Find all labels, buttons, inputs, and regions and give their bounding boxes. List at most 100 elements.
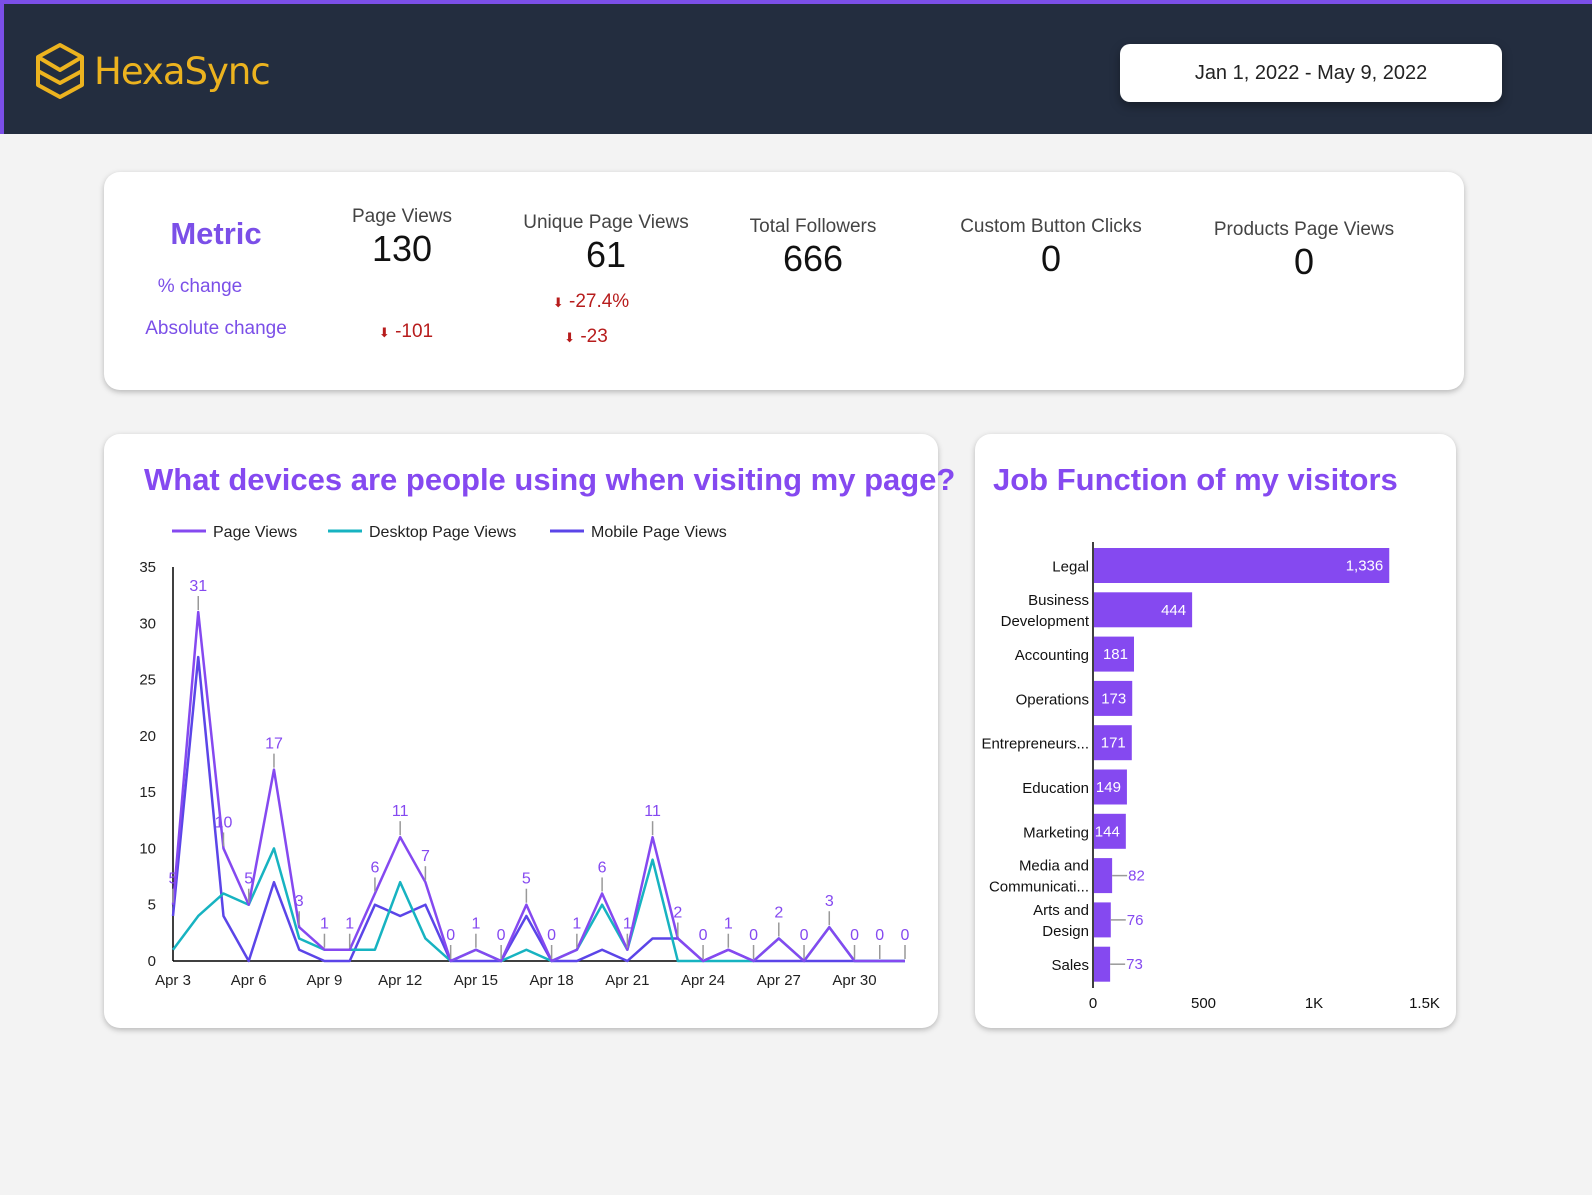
data-label: 3 xyxy=(295,893,304,910)
data-label: 2 xyxy=(673,904,682,921)
category-label: Marketing xyxy=(1023,824,1089,841)
y-tick-label: 5 xyxy=(148,897,156,914)
data-label: 0 xyxy=(699,927,708,944)
x-tick-label: 1.5K xyxy=(1409,995,1440,1012)
job-function-chart-card: Job Function of my visitors Legal 1,336 Bu… xyxy=(975,434,1456,1028)
metric-value: 0 xyxy=(1293,241,1315,282)
data-label: 0 xyxy=(901,927,910,944)
metric-value: 130 xyxy=(371,228,433,269)
data-label: 0 xyxy=(800,927,809,944)
bar xyxy=(1094,680,1133,716)
metric-total-followers: Total Followers 666 xyxy=(750,216,877,280)
y-tick-label: 30 xyxy=(139,615,156,632)
data-label: 0 xyxy=(547,927,556,944)
bar xyxy=(1094,858,1113,894)
pct-change-value: -27.4% xyxy=(568,291,630,312)
header: HexaSync Jan 1, 2022 - May 9, 2022 xyxy=(0,0,1592,134)
data-label: 1 xyxy=(345,916,354,933)
brand-name: HexaSync xyxy=(94,49,271,93)
metric-custom-button-clicks: Custom Button Clicks 0 xyxy=(960,216,1142,280)
hexagon-layers-icon xyxy=(36,43,84,99)
category-label: Entrepreneurs... xyxy=(981,736,1089,753)
data-label: 5 xyxy=(522,871,531,888)
bar xyxy=(1094,725,1132,761)
abs-change-page-views: ⬇ -101 xyxy=(379,321,433,343)
legend-label: Mobile Page Views xyxy=(591,524,727,541)
x-tick-label: 0 xyxy=(1089,995,1097,1012)
legend-label: Page Views xyxy=(213,524,297,541)
legend-label: Desktop Page Views xyxy=(369,524,516,541)
data-label: 73 xyxy=(1126,956,1143,973)
data-label: 3 xyxy=(825,893,834,910)
data-label: 2 xyxy=(774,904,783,921)
data-label: 1,336 xyxy=(1346,558,1384,575)
metric-label: Custom Button Clicks xyxy=(960,216,1142,237)
y-tick-label: 0 xyxy=(148,953,156,970)
x-tick-label: Apr 15 xyxy=(454,972,498,989)
metric-label: Products Page Views xyxy=(1213,219,1395,240)
y-tick-label: 25 xyxy=(139,672,156,689)
category-label: Legal xyxy=(1052,559,1089,576)
pct-change-unique-page-views: ⬇ -27.4% xyxy=(553,291,629,313)
bar xyxy=(1094,902,1111,938)
data-label: 82 xyxy=(1128,868,1145,885)
category-label: Business Development xyxy=(1001,592,1090,630)
data-label: 1 xyxy=(320,916,329,933)
data-label: 5 xyxy=(244,871,253,888)
x-tick-label: Apr 27 xyxy=(757,972,801,989)
category-label: Operations xyxy=(1016,691,1089,708)
data-label: 1 xyxy=(471,916,480,933)
devices-chart-card: What devices are people using when visit… xyxy=(104,434,955,1028)
category-label: Media and Communicati... xyxy=(989,858,1089,896)
y-tick-label: 10 xyxy=(139,840,156,857)
metric-page-views: Page Views 130 xyxy=(352,206,452,270)
data-label: 1 xyxy=(724,916,733,933)
bar xyxy=(1094,769,1127,805)
series-line-page-views xyxy=(171,610,905,963)
metric-value: 666 xyxy=(782,238,844,279)
bar xyxy=(1094,813,1126,849)
data-label: 0 xyxy=(850,927,859,944)
data-label: 0 xyxy=(749,927,758,944)
date-range-picker[interactable]: Jan 1, 2022 - May 9, 2022 xyxy=(1120,44,1502,102)
x-tick-label: Apr 12 xyxy=(378,972,422,989)
category-label: Education xyxy=(1022,780,1089,797)
arrow-down-icon: ⬇ xyxy=(552,295,564,310)
arrow-down-icon: ⬇ xyxy=(378,325,390,340)
data-label: 11 xyxy=(392,803,409,820)
data-label: 149 xyxy=(1096,779,1121,796)
metric-products-page-views: Products Page Views 0 xyxy=(1214,219,1394,283)
data-label: 76 xyxy=(1127,912,1144,929)
x-tick-label: Apr 18 xyxy=(530,972,574,989)
bar xyxy=(1094,592,1193,628)
metric-value: 0 xyxy=(1040,238,1062,279)
arrow-down-icon: ⬇ xyxy=(564,330,576,345)
data-label: 5 xyxy=(169,871,178,888)
devices-line-chart: Page Views Desktop Page Views Mobile Page … xyxy=(139,524,910,989)
data-label: 6 xyxy=(370,859,379,876)
metric-label: Page Views xyxy=(352,206,452,227)
data-label: 0 xyxy=(497,927,506,944)
metric-label: Total Followers xyxy=(749,216,877,237)
data-label: 181 xyxy=(1103,646,1128,663)
abs-change-unique-page-views: ⬇ -23 xyxy=(564,326,608,348)
metric-label: Unique Page Views xyxy=(523,212,689,233)
x-tick-label: Apr 30 xyxy=(832,972,876,989)
job-function-bar-chart: Legal 1,336 Business Development 444 Accounti… xyxy=(981,542,1440,1012)
x-tick-label: Apr 9 xyxy=(307,972,343,989)
bar xyxy=(1094,548,1390,583)
data-label: 144 xyxy=(1095,823,1120,840)
data-label: 0 xyxy=(875,927,884,944)
data-label: 173 xyxy=(1101,690,1126,707)
metric-value: 61 xyxy=(585,234,627,275)
data-label: 0 xyxy=(446,927,455,944)
x-tick-label: Apr 6 xyxy=(231,972,267,989)
data-label: 11 xyxy=(644,803,661,820)
data-label: 17 xyxy=(265,736,283,753)
y-tick-label: 15 xyxy=(139,784,156,801)
abs-change-value: -101 xyxy=(395,321,434,342)
x-tick-label: 500 xyxy=(1191,995,1216,1012)
abs-change-value: -23 xyxy=(580,326,608,347)
logo[interactable]: HexaSync xyxy=(34,42,271,100)
data-label: 7 xyxy=(421,848,430,865)
